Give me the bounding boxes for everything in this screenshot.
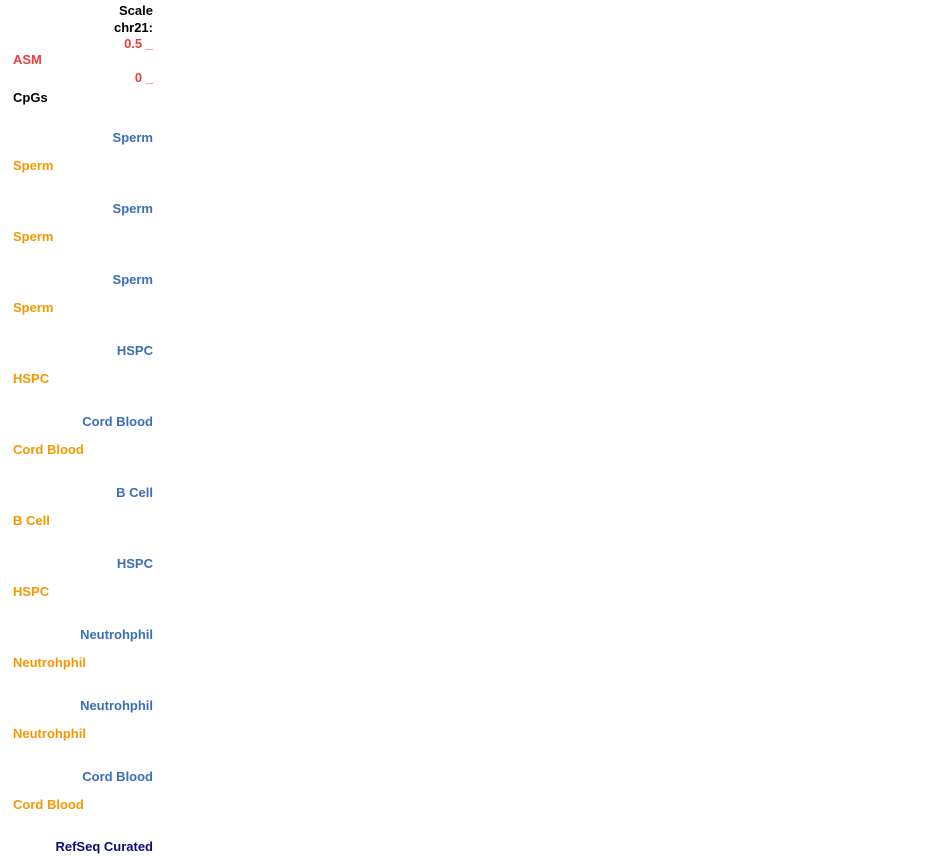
track-label-orange: HSPC — [13, 584, 50, 599]
track-label-blue: Cord Blood — [82, 769, 153, 784]
track-label-blue: Sperm — [112, 201, 153, 216]
track-label-blue: Sperm — [112, 130, 153, 145]
track-label-blue: Neutrohphil — [80, 698, 153, 713]
scale-label: Scale — [119, 3, 153, 18]
track-label-orange: Neutrohphil — [13, 655, 86, 670]
chromosome-position-label: chr21: — [113, 20, 153, 35]
track-label-blue: Sperm — [112, 272, 153, 287]
cpg-track-label: CpGs — [13, 90, 48, 105]
track-label-orange: Cord Blood — [13, 442, 84, 457]
track-label-blue: HSPC — [116, 343, 153, 358]
track-label-orange: HSPC — [13, 371, 50, 386]
track-label-orange: Neutrohphil — [13, 726, 86, 741]
asm-axis-max-tick: 0.5 _ — [124, 36, 153, 51]
track-label-orange: Cord Blood — [13, 797, 84, 812]
track-label-orange: B Cell — [13, 513, 50, 528]
track-label-orange: Sperm — [13, 229, 54, 244]
asm-track-label: ASM — [13, 52, 42, 67]
track-label-blue: Neutrohphil — [80, 627, 153, 642]
track-label-orange: Sperm — [13, 300, 54, 315]
asm-axis-min-tick: 0 _ — [134, 70, 153, 85]
track-label-orange: Sperm — [13, 158, 54, 173]
refseq-track-label: RefSeq Curated — [55, 839, 153, 854]
track-label-blue: HSPC — [116, 556, 153, 571]
track-label-blue: B Cell — [116, 485, 153, 500]
track-label-blue: Cord Blood — [82, 414, 153, 429]
